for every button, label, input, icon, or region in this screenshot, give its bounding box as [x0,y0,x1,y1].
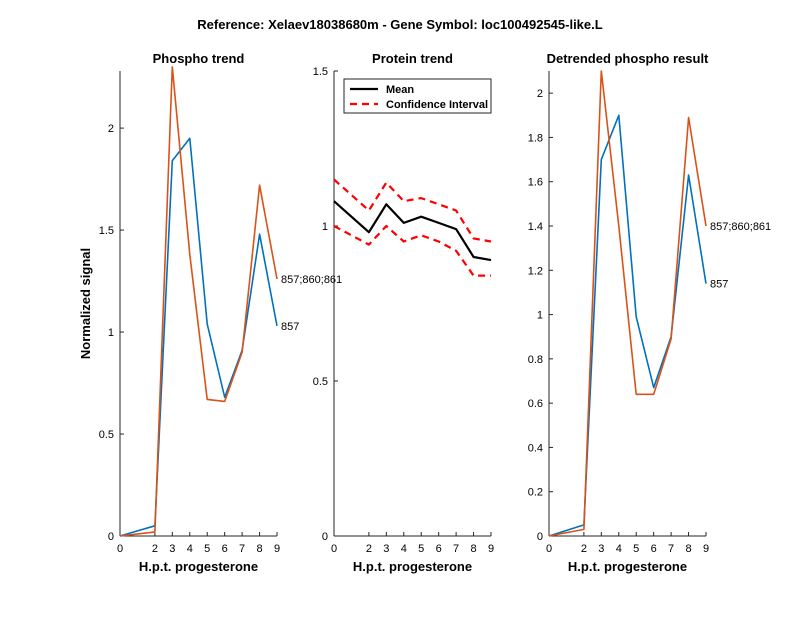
x-tick-label: 7 [239,543,245,555]
x-tick-label: 3 [169,543,175,555]
y-tick-label: 0.2 [528,487,543,499]
series-line-857 [548,114,707,537]
legend-entry: Confidence Interval [386,99,488,111]
x-tick-label: 5 [204,543,210,555]
series-line-confidence-interval [333,178,492,243]
x-tick-label: 4 [187,543,193,555]
x-tick-label: 8 [256,543,262,555]
y-tick-label: 1 [537,310,543,322]
y-tick-label: 0 [322,531,328,543]
series-line-857-860-861 [548,70,707,537]
series-end-label: 857;860;861 [281,274,342,286]
panel-protein-trend: 0 0.5 1 1.5 0 2 3 4 5 6 7 8 9 Mean Confidence Interval… [313,51,494,574]
x-tick-label: 4 [616,543,622,555]
x-tick-label: 7 [453,543,459,555]
y-tick-label: 0.8 [528,354,543,366]
x-axis-label: H.p.t. progesterone [353,559,472,574]
x-tick-label: 6 [436,543,442,555]
y-tick-label: 1.4 [528,221,543,233]
panel-title: Phospho trend [153,51,245,66]
y-tick-label: 0.4 [528,442,543,454]
x-tick-label: 4 [401,543,407,555]
x-tick-label: 8 [685,543,691,555]
legend-box [343,78,492,114]
y-tick-label: 0.6 [528,398,543,410]
panel-phospho-trend: 00.511.520 2 3 4 5 6 7 8 9857857;860;861Phospho … [78,51,342,574]
figure-title: Reference: Xelaev18038680m - Gene Symbol… [197,17,602,32]
panel-detrended-phospho: 00.20.40.60.811.21.41.61.820 2 3 4 5 6 7 8 98578… [528,51,771,574]
y-tick-label: 2 [108,123,114,135]
x-tick-label: 5 [633,543,639,555]
x-tick-label: 6 [651,543,657,555]
y-tick-label: 1.2 [528,265,543,277]
x-axis-label: H.p.t. progesterone [568,559,687,574]
legend-entry: Mean [386,84,414,96]
x-tick-label: 2 [581,543,587,555]
x-tick-label: 0 [546,543,552,555]
y-tick-label: 0.5 [313,376,328,388]
series-end-label: 857 [281,321,299,333]
x-tick-label: 3 [598,543,604,555]
y-tick-label: 0.5 [99,429,114,441]
x-tick-label: 8 [470,543,476,555]
x-tick-label: 5 [418,543,424,555]
x-tick-label: 2 [152,543,158,555]
x-tick-label: 7 [668,543,674,555]
x-tick-label: 9 [703,543,709,555]
x-tick-label: 2 [366,543,372,555]
panel-title: Protein trend [372,51,453,66]
y-tick-label: 2 [537,88,543,100]
series-end-label: 857 [710,279,728,291]
x-tick-label: 0 [117,543,123,555]
panel-title: Detrended phospho result [547,51,709,66]
x-tick-label: 6 [222,543,228,555]
x-tick-label: 9 [488,543,494,555]
series-line-confidence-interval [333,224,491,277]
y-tick-label: 0 [108,531,114,543]
y-tick-label: 1.6 [528,177,543,189]
series-line-857 [119,137,278,537]
y-tick-label: 1.8 [528,132,543,144]
y-tick-label: 0 [537,531,543,543]
y-tick-label: 1.5 [313,66,328,78]
y-axis-label: Normalized signal [78,248,93,359]
x-tick-label: 0 [331,543,337,555]
y-tick-label: 1.5 [99,225,114,237]
series-line-857-860-861 [119,66,278,537]
x-axis-label: H.p.t. progesterone [139,559,258,574]
x-tick-label: 9 [274,543,280,555]
x-tick-label: 3 [383,543,389,555]
series-line-mean [333,200,492,262]
y-tick-label: 1 [108,327,114,339]
y-tick-label: 1 [322,221,328,233]
series-end-label: 857;860;861 [710,221,771,233]
